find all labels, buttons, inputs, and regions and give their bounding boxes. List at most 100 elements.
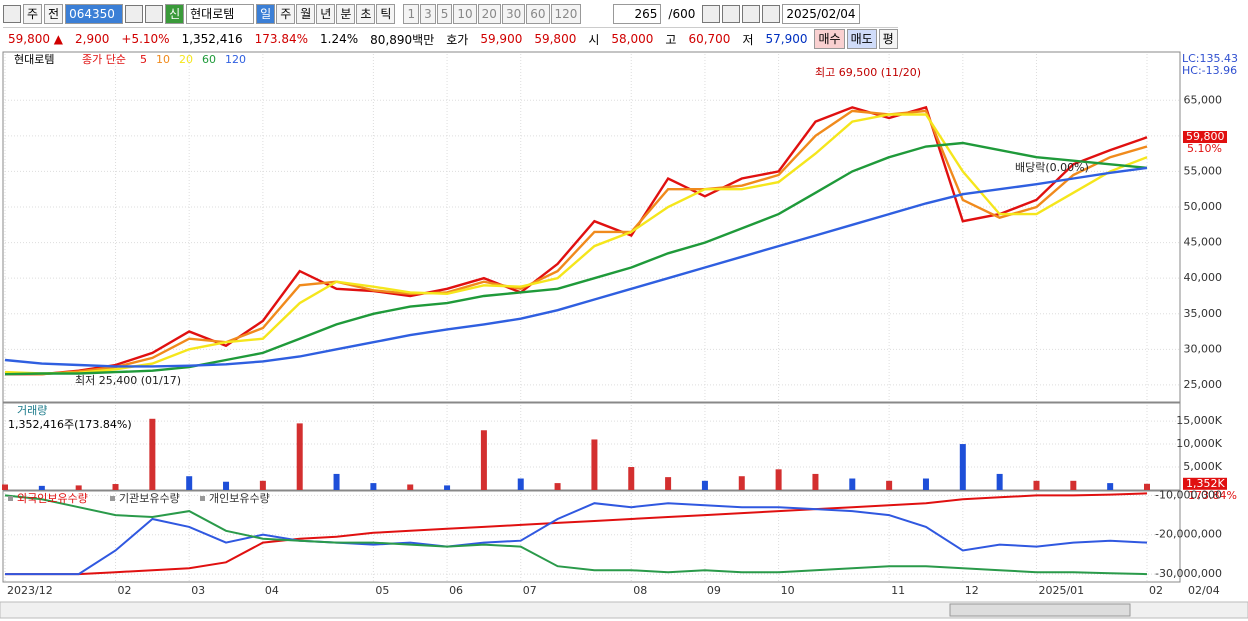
legend-marker <box>200 496 205 501</box>
volume-bar <box>1107 483 1114 490</box>
trade-button[interactable]: 평 <box>878 29 898 49</box>
x-tick-label: 06 <box>449 584 463 597</box>
annotation: 최저 25,400 (01/17) <box>75 374 181 387</box>
volume-bar <box>886 480 893 490</box>
y-tick-label: 45,000 <box>1184 236 1223 249</box>
volume-bar <box>1144 483 1150 490</box>
annotation: LC:135.43 <box>1182 52 1238 65</box>
panel-frame <box>2 490 1181 583</box>
count[interactable]: 265 <box>613 4 662 24</box>
volume-bar <box>849 478 856 490</box>
legend-item: 10 <box>156 53 170 66</box>
y-tick-label: -10,000,000 <box>1155 488 1222 501</box>
series-line <box>5 492 1148 576</box>
y-tick-label: 25,000 <box>1184 378 1223 391</box>
volume-bar <box>149 418 156 490</box>
volume-bar <box>554 483 561 490</box>
scrollbar <box>0 601 1248 619</box>
period-button[interactable]: 3 <box>420 4 436 24</box>
legend-marker <box>110 496 115 501</box>
x-tick-label: 02 <box>1149 584 1163 597</box>
volume-bar <box>370 483 377 490</box>
info-item: 173.84% <box>254 32 309 46</box>
period-button[interactable]: 1 <box>403 4 420 24</box>
panel-title: 현대로템 <box>14 53 54 66</box>
volume-bar <box>517 478 524 490</box>
last-price-box <box>1183 131 1227 143</box>
unit-button[interactable]: 년 <box>316 4 336 24</box>
menu-icon[interactable] <box>3 5 21 23</box>
x-tick-label: 04 <box>265 584 279 597</box>
annotation: 배당락(0.00%) <box>1015 161 1089 174</box>
market-select[interactable]: 주 <box>23 4 43 24</box>
ratio-label: 173.84% <box>1188 489 1237 502</box>
value-label: 1,352K <box>1186 477 1225 490</box>
period-button[interactable]: 60 <box>526 4 550 24</box>
volume-bar <box>407 484 414 490</box>
volume-bar <box>38 485 45 490</box>
volume-bar <box>1070 480 1077 490</box>
panel-subtitle: 1,352,416주(173.84%) <box>8 418 132 431</box>
tool-icon[interactable] <box>702 5 721 23</box>
annotation: 59,800 <box>1186 130 1225 143</box>
legend-item: 5 <box>140 53 147 66</box>
trade-button[interactable]: 매도 <box>846 29 877 49</box>
volume-bar <box>444 485 451 490</box>
volume-bar <box>259 480 266 490</box>
panel-frame <box>2 51 1181 403</box>
period-button[interactable]: 5 <box>436 4 453 24</box>
info-item: 57,900 <box>765 32 808 46</box>
unit-button[interactable]: 분 <box>336 4 356 24</box>
unit-button[interactable]: 틱 <box>376 4 396 24</box>
info-item: 저 <box>742 32 754 47</box>
date[interactable]: 2025/02/04 <box>782 4 860 24</box>
info-item: 59,900 <box>480 32 523 46</box>
legend-item: 60 <box>202 53 216 66</box>
stock-name[interactable]: 현대로템 <box>186 4 255 24</box>
unit-button[interactable]: 주 <box>276 4 296 24</box>
unit-button[interactable]: 초 <box>356 4 376 24</box>
trade-button[interactable]: 매수 <box>814 29 845 49</box>
x-tick-label: 2025/01 <box>1038 584 1084 597</box>
code-input[interactable]: 064350 <box>65 4 124 24</box>
volume-bar <box>480 430 487 490</box>
x-tick-label: 05 <box>375 584 389 597</box>
info-item: 호가 <box>446 32 469 47</box>
info-bar: 59,800 ▲ 2,900 +5.10% 1,352,416 173.84% 1.24%… <box>3 27 898 50</box>
y-tick-label: -20,000,000 <box>1155 528 1222 541</box>
unit-button[interactable]: 일 <box>256 4 276 24</box>
period-button[interactable]: 30 <box>501 4 526 24</box>
volume-bar <box>628 467 635 490</box>
volume-bar <box>738 476 745 490</box>
series-line <box>4 109 1148 376</box>
badge: 신 <box>165 4 185 24</box>
save-icon[interactable] <box>742 5 761 23</box>
search-icon[interactable] <box>125 5 144 23</box>
volume-bar <box>333 473 340 490</box>
unit-button[interactable]: 월 <box>296 4 316 24</box>
period-button[interactable]: 10 <box>453 4 477 24</box>
x-tick-label: 12 <box>965 584 979 597</box>
legend-label: 종가 단순 <box>82 53 126 66</box>
y-tick-label: 15,000K <box>1176 414 1222 427</box>
scroll-thumb <box>949 603 1131 617</box>
y-tick-label: 55,000 <box>1184 164 1223 177</box>
legend-item: 외국인보유수량 <box>17 492 88 505</box>
volume-bar <box>812 473 819 490</box>
x-tick-label: 09 <box>707 584 721 597</box>
period-button[interactable]: 120 <box>550 4 582 24</box>
annotation: HC:-13.96 <box>1182 64 1237 77</box>
settings-icon[interactable] <box>762 5 781 23</box>
legend-item: 120 <box>225 53 246 66</box>
period-button[interactable]: 20 <box>477 4 501 24</box>
total: /600 <box>668 7 696 21</box>
sound-icon[interactable] <box>145 5 164 23</box>
volume-bar <box>996 473 1003 490</box>
x-tick-label: 02 <box>118 584 132 597</box>
series-line <box>4 494 1148 576</box>
scope-select[interactable]: 전 <box>44 4 64 24</box>
panel-title: 거래량 <box>17 404 47 417</box>
tool-icon[interactable] <box>722 5 741 23</box>
